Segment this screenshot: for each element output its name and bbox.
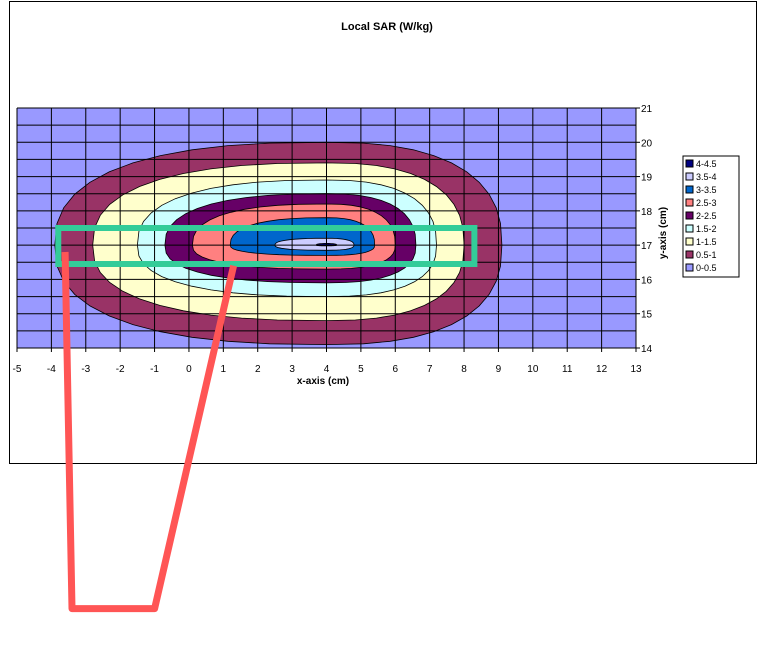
- legend-entry: 2.5-3: [696, 198, 717, 208]
- legend-entry: 1.5-2: [696, 224, 717, 234]
- legend-swatch: [685, 185, 694, 194]
- legend-entry: 3-3.5: [696, 185, 717, 195]
- x-tick-label: -4: [47, 364, 56, 375]
- sketch-line: [61, 251, 238, 613]
- legend-swatch: [685, 250, 694, 259]
- y-tick-label: 16: [641, 275, 653, 286]
- x-tick-label: 2: [255, 364, 261, 375]
- chart-title: Local SAR (W/kg): [341, 21, 433, 33]
- y-axis-label: y-axis (cm): [658, 207, 669, 259]
- x-tick-label: 4: [324, 364, 330, 375]
- x-tick-label: 12: [596, 364, 608, 375]
- y-tick-label: 19: [641, 173, 653, 184]
- highlight-rectangle: [55, 225, 478, 267]
- x-tick-label: 0: [186, 364, 192, 375]
- legend-swatch: [685, 198, 694, 207]
- legend-swatch: [685, 159, 694, 168]
- y-tick-label: 21: [641, 104, 653, 115]
- x-tick-label: 13: [630, 364, 642, 375]
- legend-swatch: [685, 263, 694, 272]
- legend-swatch: [685, 211, 694, 220]
- x-tick-label: -5: [13, 364, 22, 375]
- legend-swatch: [685, 224, 694, 233]
- x-axis-ticks: -5 -4 -3 -2 -1 0 1 2 3 4 5 6 7 8 9 10 11 12 13: [13, 348, 642, 375]
- legend-entry: 0.5-1: [696, 250, 717, 260]
- x-axis-label: x-axis (cm): [297, 376, 349, 387]
- x-tick-label: 6: [392, 364, 398, 375]
- annotation-overlays: [55, 225, 478, 613]
- legend-entry: 3.5-4: [696, 172, 717, 182]
- y-tick-label: 17: [641, 241, 653, 252]
- x-tick-label: -3: [81, 364, 90, 375]
- x-tick-label: -1: [150, 364, 159, 375]
- legend-swatch: [685, 172, 694, 181]
- x-tick-label: 8: [461, 364, 467, 375]
- legend-entry: 2-2.5: [696, 211, 717, 221]
- x-tick-label: -2: [116, 364, 125, 375]
- x-tick-label: 9: [496, 364, 502, 375]
- x-tick-label: 10: [527, 364, 539, 375]
- x-tick-label: 11: [562, 364, 573, 375]
- x-tick-label: 1: [221, 364, 227, 375]
- legend-swatch: [685, 237, 694, 246]
- legend: 4-4.5 3.5-4 3-3.5 2.5-3 2-2.5 1.5-2 1-1.5 0.5-1…: [682, 155, 740, 278]
- legend-entry: 4-4.5: [696, 159, 717, 169]
- y-tick-label: 15: [641, 310, 653, 321]
- y-tick-label: 18: [641, 207, 653, 218]
- x-tick-label: 3: [289, 364, 295, 375]
- x-tick-label: 5: [358, 364, 364, 375]
- y-tick-label: 20: [641, 138, 653, 149]
- y-axis-ticks: 14 15 16 17 18 19 20 21: [636, 104, 653, 355]
- x-tick-label: 7: [427, 364, 433, 375]
- y-tick-label: 14: [641, 344, 653, 355]
- legend-entry: 0-0.5: [696, 263, 717, 273]
- contour-band-3_5-4: [274, 237, 355, 251]
- grid-lines: [16, 107, 637, 349]
- legend-entry: 1-1.5: [696, 237, 717, 247]
